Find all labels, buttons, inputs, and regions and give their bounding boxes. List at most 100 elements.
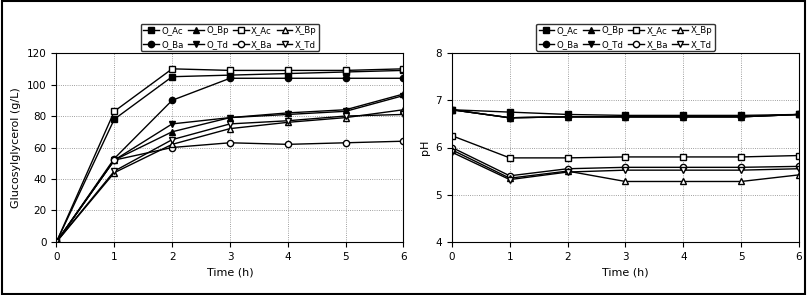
O_Td	[505, 116, 515, 119]
O_Ba	[225, 76, 235, 80]
X-axis label: Time (h): Time (h)	[602, 267, 649, 277]
Line: X_Ba: X_Ba	[449, 144, 802, 179]
O_Ba	[505, 116, 515, 119]
O_Ac	[679, 114, 688, 117]
Line: X_Td: X_Td	[53, 111, 407, 245]
Line: X_Td: X_Td	[449, 149, 802, 183]
X_Td	[167, 138, 177, 141]
X_Ba	[399, 140, 408, 143]
X_Bp	[341, 116, 350, 119]
Y-axis label: pH: pH	[420, 140, 430, 155]
X_Bp	[447, 148, 457, 152]
O_Bp	[794, 113, 804, 116]
O_Bp	[110, 158, 119, 162]
X_Ba	[110, 158, 119, 162]
X_Bp	[505, 176, 515, 180]
X_Bp	[283, 121, 293, 124]
X_Ac	[225, 69, 235, 72]
X_Td	[52, 240, 61, 244]
X-axis label: Time (h): Time (h)	[207, 267, 253, 277]
X_Ba	[341, 141, 350, 145]
X_Ba	[679, 165, 688, 169]
X_Ac	[505, 156, 515, 160]
O_Ac	[399, 69, 408, 72]
O_Ac	[341, 70, 350, 74]
O_Bp	[52, 240, 61, 244]
O_Bp	[736, 115, 746, 119]
O_Td	[399, 94, 408, 97]
Line: O_Ba: O_Ba	[53, 75, 407, 245]
O_Td	[110, 158, 119, 162]
X_Ac	[283, 69, 293, 72]
X_Td	[736, 168, 746, 172]
X_Td	[341, 114, 350, 118]
X_Bp	[399, 108, 408, 112]
X_Ac	[447, 134, 457, 137]
O_Bp	[167, 130, 177, 134]
Line: X_Bp: X_Bp	[53, 106, 407, 245]
O_Td	[736, 115, 746, 119]
X_Ba	[736, 165, 746, 169]
X_Ac	[399, 67, 408, 71]
O_Ac	[447, 108, 457, 112]
Line: O_Td: O_Td	[449, 106, 802, 121]
O_Ac	[52, 240, 61, 244]
X_Ba	[167, 146, 177, 149]
X_Bp	[167, 142, 177, 146]
O_Td	[225, 116, 235, 119]
O_Ba	[736, 115, 746, 119]
O_Ba	[167, 99, 177, 102]
Line: O_Bp: O_Bp	[53, 91, 407, 245]
O_Bp	[562, 115, 572, 119]
O_Ba	[562, 115, 572, 119]
O_Ba	[283, 76, 293, 80]
X_Td	[447, 150, 457, 154]
O_Ac	[225, 73, 235, 77]
Line: O_Ac: O_Ac	[53, 67, 407, 245]
X_Ba	[447, 146, 457, 149]
X_Ac	[167, 67, 177, 71]
Line: X_Ba: X_Ba	[53, 138, 407, 245]
O_Ac	[167, 75, 177, 78]
O_Ac	[736, 114, 746, 117]
O_Td	[794, 113, 804, 116]
X_Bp	[736, 180, 746, 183]
X_Bp	[679, 180, 688, 183]
O_Ac	[505, 110, 515, 114]
X_Ba	[794, 165, 804, 168]
X_Ac	[562, 156, 572, 160]
X_Ac	[341, 69, 350, 72]
O_Ac	[794, 113, 804, 116]
O_Ba	[399, 76, 408, 80]
X_Ac	[794, 154, 804, 157]
X_Td	[225, 122, 235, 126]
O_Td	[679, 115, 688, 119]
O_Ba	[679, 115, 688, 119]
X_Bp	[52, 240, 61, 244]
O_Ba	[341, 76, 350, 80]
X_Ba	[52, 240, 61, 244]
Line: O_Bp: O_Bp	[449, 106, 802, 121]
X_Ac	[52, 240, 61, 244]
O_Ac	[621, 114, 630, 117]
X_Td	[505, 178, 515, 181]
O_Bp	[283, 111, 293, 115]
X_Bp	[794, 173, 804, 177]
O_Ac	[110, 117, 119, 121]
Legend: O_Ac, O_Ba, O_Bp, O_Td, X_Ac, X_Ba, X_Bp, X_Td: O_Ac, O_Ba, O_Bp, O_Td, X_Ac, X_Ba, X_Bp…	[536, 24, 715, 51]
O_Td	[52, 240, 61, 244]
O_Td	[341, 109, 350, 113]
X_Bp	[110, 171, 119, 174]
Line: O_Ba: O_Ba	[449, 106, 802, 121]
O_Ac	[562, 113, 572, 116]
O_Ba	[794, 113, 804, 116]
O_Ba	[110, 157, 119, 160]
O_Bp	[679, 115, 688, 119]
O_Td	[167, 122, 177, 126]
X_Ba	[505, 174, 515, 178]
Y-axis label: Glucosylglycerol (g/L): Glucosylglycerol (g/L)	[11, 87, 22, 208]
Line: X_Bp: X_Bp	[449, 147, 802, 185]
Line: O_Ac: O_Ac	[449, 106, 802, 119]
X_Td	[794, 167, 804, 171]
X_Ac	[736, 155, 746, 159]
